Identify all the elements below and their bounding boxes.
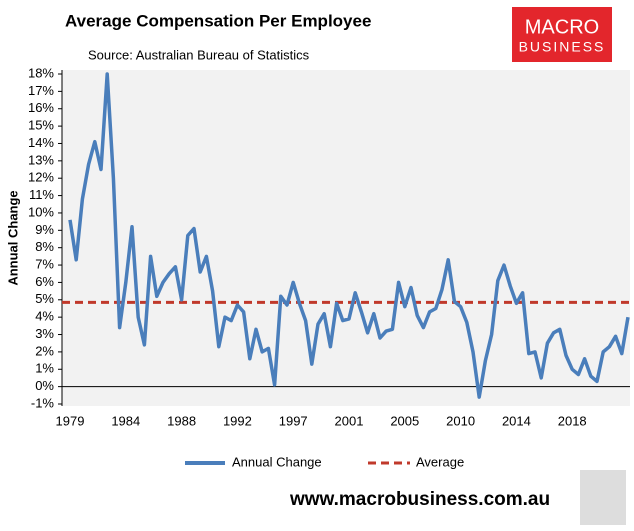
y-tick-label: 16%	[28, 100, 54, 115]
y-tick-label: 1%	[35, 361, 54, 376]
y-tick-label: 14%	[28, 135, 54, 150]
legend-label: Average	[416, 454, 464, 469]
x-tick-label: 1979	[56, 413, 85, 428]
plot-area	[62, 70, 630, 406]
y-tick-label: 2%	[35, 343, 54, 358]
x-tick-label: 2018	[558, 413, 587, 428]
chart-subtitle: Source: Australian Bureau of Statistics	[88, 47, 310, 62]
y-tick-label: 15%	[28, 118, 54, 133]
x-tick-label: 2010	[446, 413, 475, 428]
y-tick-label: 12%	[28, 170, 54, 185]
x-tick-label: 1997	[279, 413, 308, 428]
footer: www.macrobusiness.com.au	[289, 489, 550, 510]
y-tick-label: 9%	[35, 222, 54, 237]
x-tick-label: 1988	[167, 413, 196, 428]
y-tick-label: 6%	[35, 274, 54, 289]
y-tick-label: 11%	[29, 187, 54, 202]
logo-text: BUSINESS	[519, 39, 606, 55]
y-tick-label: 13%	[28, 152, 54, 167]
logo	[512, 7, 612, 62]
y-tick-label: 10%	[28, 204, 54, 219]
x-tick-label: 2001	[335, 413, 364, 428]
chart-title: Average Compensation Per Employee	[65, 11, 371, 30]
y-tick-label: -1%	[31, 395, 55, 410]
y-tick-label: 8%	[35, 239, 54, 254]
wolf-icon	[580, 470, 626, 525]
y-tick-label: 3%	[35, 326, 54, 341]
x-tick-label: 2005	[390, 413, 419, 428]
legend-label: Annual Change	[232, 454, 322, 469]
y-axis-title: Annual Change	[5, 190, 20, 285]
y-tick-label: 5%	[35, 291, 54, 306]
y-tick-label: 7%	[35, 256, 54, 271]
x-tick-label: 1992	[223, 413, 252, 428]
y-tick-label: 4%	[35, 309, 54, 324]
x-tick-label: 1984	[111, 413, 140, 428]
y-tick-label: 18%	[28, 65, 54, 80]
y-tick-label: 17%	[28, 83, 54, 98]
x-tick-label: 2014	[502, 413, 531, 428]
y-tick-label: 0%	[35, 378, 54, 393]
logo-text: MACRO	[525, 16, 599, 38]
data-line	[68, 72, 630, 399]
